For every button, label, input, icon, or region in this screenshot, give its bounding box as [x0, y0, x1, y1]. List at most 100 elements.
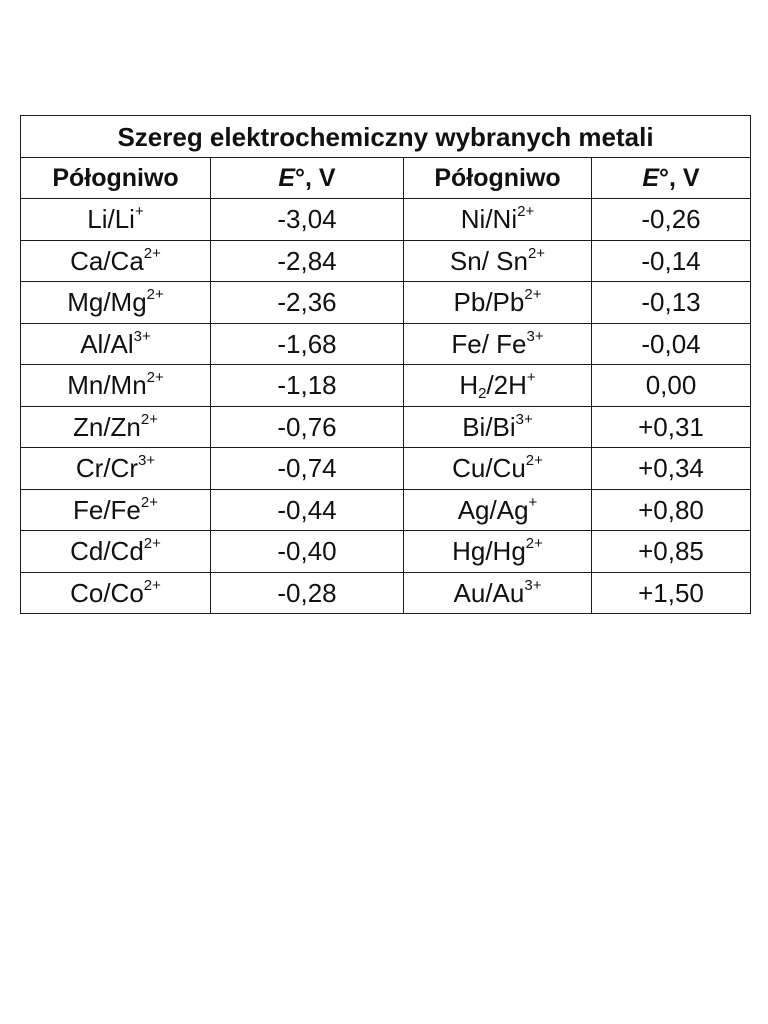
half-cell-left: Cr/Cr3+ — [20, 447, 211, 490]
half-cell-label: Mn/Mn — [67, 370, 147, 401]
half-cell-right: Pb/Pb2+ — [403, 281, 592, 324]
standard-potential-left: -2,84 — [210, 239, 404, 282]
table-title: Szereg elektrochemiczny wybranych metali — [20, 115, 751, 158]
half-cell-label: Fe/ Fe — [451, 328, 527, 359]
ion-charge: 2+ — [525, 452, 543, 470]
standard-potential-left: -0,44 — [210, 488, 404, 531]
half-cell-label: Hg/Hg — [452, 536, 526, 567]
half-cell-label: Zn/Zn — [72, 411, 141, 442]
ion-charge: + — [134, 203, 144, 221]
ion-charge: 2+ — [140, 493, 159, 511]
half-cell-left: Li/Li+ — [20, 198, 211, 241]
standard-potential-left: -0,28 — [210, 571, 404, 614]
half-cell-label: Bi/Bi — [462, 411, 516, 442]
standard-potential-left: -0,74 — [210, 447, 404, 490]
header-half-cell-right: Półogniwo — [403, 157, 592, 199]
standard-potential-left: -2,36 — [210, 281, 404, 324]
half-cell-left: Al/Al3+ — [20, 322, 211, 365]
half-cell-left: Mn/Mn2+ — [20, 364, 211, 407]
ion-charge: 2+ — [525, 535, 543, 553]
ion-charge: + — [526, 369, 536, 387]
ion-charge: 3+ — [524, 576, 542, 594]
ion-charge: 2+ — [140, 410, 159, 428]
ion-charge: 2+ — [143, 576, 161, 594]
standard-potential-right: +0,80 — [591, 488, 751, 531]
half-cell-left: Cd/Cd2+ — [20, 530, 211, 573]
half-cell-label: Pb/Pb — [453, 287, 525, 318]
half-cell-left: Zn/Zn2+ — [20, 405, 211, 448]
subscript-index: 2 — [478, 385, 487, 403]
half-cell-right: Fe/ Fe3+ — [403, 322, 592, 365]
table-row: Li/Li+ -3,04 Ni/Ni2+ -0,26 — [20, 198, 751, 241]
half-cell-left: Mg/Mg2+ — [20, 281, 211, 324]
half-cell-left: Co/Co2+ — [20, 571, 211, 614]
table-row: Mn/Mn2+ -1,18 H2/2H+ 0,00 — [20, 364, 751, 407]
ion-charge: 3+ — [526, 327, 544, 345]
table-header-row: Półogniwo E°, V Półogniwo E°, V — [20, 157, 751, 199]
header-potential-unit: °, V — [659, 163, 700, 192]
standard-potential-right: -0,14 — [591, 239, 751, 282]
standard-potential-right: -0,13 — [591, 281, 751, 324]
table-title-row: Szereg elektrochemiczny wybranych metali — [20, 115, 751, 158]
standard-potential-left: -0,40 — [210, 530, 404, 573]
ion-charge: 2+ — [524, 286, 542, 304]
table-row: Fe/Fe2+ -0,44 Ag/Ag+ +0,80 — [20, 488, 751, 531]
ion-charge: 3+ — [137, 452, 156, 470]
half-cell-label: Ca/Ca — [70, 245, 144, 276]
ion-charge: 3+ — [133, 327, 151, 345]
header-potential-symbol: E — [642, 163, 660, 192]
standard-potential-left: -3,04 — [210, 198, 404, 241]
ion-charge: 2+ — [143, 535, 161, 553]
half-cell-left: Fe/Fe2+ — [20, 488, 211, 531]
half-cell-label: Sn/ Sn — [449, 245, 528, 276]
half-cell-label: Cd/Cd — [70, 536, 144, 567]
half-cell-label: Ag/Ag — [457, 494, 529, 525]
table-row: Zn/Zn2+ -0,76 Bi/Bi3+ +0,31 — [20, 405, 751, 448]
half-cell-right: Au/Au3+ — [403, 571, 592, 614]
half-cell-label-part: H — [459, 370, 479, 401]
standard-potential-right: +0,85 — [591, 530, 751, 573]
standard-potential-left: -1,18 — [210, 364, 404, 407]
half-cell-right: Ni/Ni2+ — [403, 198, 592, 241]
half-cell-label: Mg/Mg — [67, 287, 147, 318]
table-row: Co/Co2+ -0,28 Au/Au3+ +1,50 — [20, 571, 751, 614]
standard-potential-right: +0,31 — [591, 405, 751, 448]
header-potential-left: E°, V — [210, 157, 404, 199]
standard-potential-right: -0,04 — [591, 322, 751, 365]
half-cell-label: Fe/Fe — [72, 494, 141, 525]
half-cell-right: Bi/Bi3+ — [403, 405, 592, 448]
table-row: Mg/Mg2+ -2,36 Pb/Pb2+ -0,13 — [20, 281, 751, 324]
header-potential-symbol: E — [278, 163, 296, 192]
table-row: Cr/Cr3+ -0,74 Cu/Cu2+ +0,34 — [20, 447, 751, 490]
half-cell-label: Al/Al — [80, 328, 134, 359]
standard-potential-left: -1,68 — [210, 322, 404, 365]
header-half-cell-left: Półogniwo — [20, 157, 211, 199]
table-row: Ca/Ca2+ -2,84 Sn/ Sn2+ -0,14 — [20, 239, 751, 282]
standard-potential-left: -0,76 — [210, 405, 404, 448]
standard-potential-right: +0,34 — [591, 447, 751, 490]
half-cell-right: Sn/ Sn2+ — [403, 239, 592, 282]
header-potential-unit: °, V — [295, 163, 336, 192]
table-row: Al/Al3+ -1,68 Fe/ Fe3+ -0,04 — [20, 322, 751, 365]
table-body: Li/Li+ -3,04 Ni/Ni2+ -0,26 Ca/Ca2+ -2,84 Sn/ S… — [20, 198, 751, 614]
half-cell-right: Hg/Hg2+ — [403, 530, 592, 573]
half-cell-left: Ca/Ca2+ — [20, 239, 211, 282]
half-cell-label: Cr/Cr — [75, 453, 138, 484]
half-cell-label-part: /2H — [486, 370, 527, 401]
standard-potential-right: -0,26 — [591, 198, 751, 241]
electrochemical-series-table: Szereg elektrochemiczny wybranych metali… — [20, 115, 751, 614]
half-cell-right: Cu/Cu2+ — [403, 447, 592, 490]
standard-potential-right: +1,50 — [591, 571, 751, 614]
ion-charge: 3+ — [515, 410, 533, 428]
ion-charge: + — [528, 493, 538, 511]
half-cell-label: Cu/Cu — [452, 453, 526, 484]
header-potential-right: E°, V — [591, 157, 751, 199]
ion-charge: 2+ — [517, 203, 535, 221]
ion-charge: 2+ — [146, 369, 164, 387]
half-cell-right: H2/2H+ — [403, 364, 592, 407]
half-cell-label: Li/Li — [87, 204, 135, 235]
ion-charge: 2+ — [146, 286, 164, 304]
half-cell-right: Ag/Ag+ — [403, 488, 592, 531]
half-cell-label: Au/Au — [453, 577, 525, 608]
